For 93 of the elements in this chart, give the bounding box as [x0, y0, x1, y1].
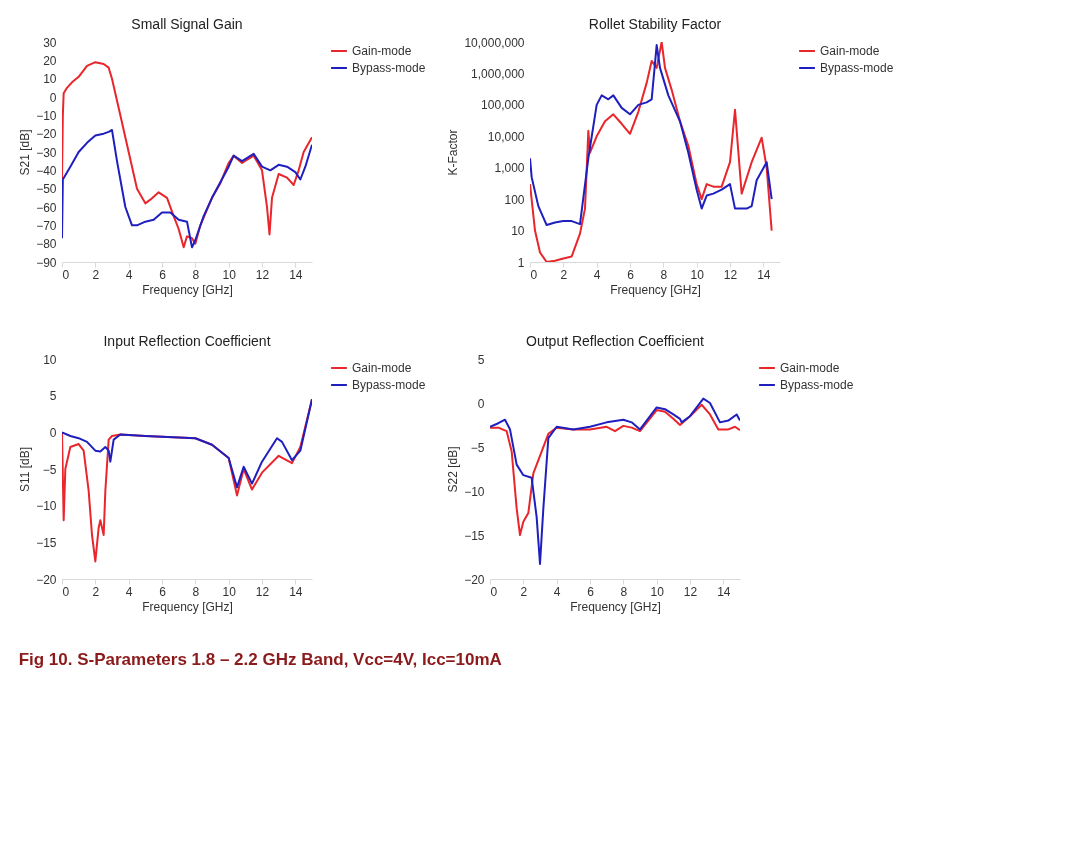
- y-tick-label: 10,000,000: [464, 35, 525, 50]
- line-series: [62, 398, 312, 489]
- y-tick-label: 1,000,000: [471, 66, 525, 81]
- line-series: [530, 42, 773, 262]
- y-tick-label: −80: [36, 237, 57, 252]
- x-tick-label: 10: [222, 584, 237, 599]
- y-axis-title: S11 [dB]: [18, 446, 33, 493]
- x-tick-label: 10: [222, 267, 237, 282]
- y-axis-title: K-Factor: [446, 129, 461, 176]
- x-tick-label: 0: [62, 584, 70, 599]
- x-tick-label: 14: [289, 267, 303, 282]
- x-tick-label: 14: [757, 267, 771, 282]
- y-tick-label: −20: [36, 572, 57, 587]
- x-tick-label: 0: [530, 267, 538, 282]
- y-tick-label: 10: [43, 352, 57, 367]
- x-tick-label: 12: [255, 267, 270, 282]
- y-tick-label: −20: [36, 127, 57, 142]
- y-tick-label: −70: [36, 218, 57, 233]
- y-tick-label: −15: [36, 535, 57, 550]
- x-tick-label: 4: [125, 584, 133, 599]
- x-tick-label: 6: [587, 584, 595, 599]
- legend-label: Bypass-mode: [820, 61, 894, 75]
- x-tick-label: 2: [92, 584, 100, 599]
- y-tick-label: 0: [477, 396, 485, 411]
- y-tick-label: 5: [477, 352, 485, 367]
- x-tick-label: 4: [125, 267, 133, 282]
- y-tick-label: −50: [36, 182, 57, 197]
- chart-title: Input Reflection Coefficient: [103, 333, 271, 349]
- y-tick-label: −20: [464, 572, 485, 587]
- y-tick-label: −10: [464, 484, 485, 499]
- x-tick-label: 6: [159, 267, 167, 282]
- legend-label: Gain-mode: [780, 361, 840, 375]
- x-tick-label: 8: [660, 267, 668, 282]
- x-tick-label: 14: [289, 584, 303, 599]
- caption: Fig 10. S-Parameters 1.8 – 2.2 GHz Band, Vcc=4V, Icc=10mA: [18, 650, 502, 669]
- y-tick-label: 100: [504, 192, 525, 207]
- line-series: [62, 61, 312, 249]
- y-tick-label: −40: [36, 163, 57, 178]
- line-series: [62, 129, 312, 249]
- legend-label: Gain-mode: [352, 361, 412, 375]
- y-tick-label: −10: [36, 499, 57, 514]
- x-axis-title: Frequency [GHz]: [570, 599, 661, 614]
- y-tick-label: 5: [49, 389, 57, 404]
- legend-label: Bypass-mode: [780, 378, 854, 392]
- legend-label: Bypass-mode: [352, 378, 426, 392]
- legend-label: Gain-mode: [352, 44, 412, 58]
- y-tick-label: −5: [42, 462, 57, 477]
- x-axis-title: Frequency [GHz]: [142, 599, 233, 614]
- line-series: [490, 397, 740, 566]
- x-tick-label: 14: [717, 584, 731, 599]
- legend-label: Bypass-mode: [352, 61, 426, 75]
- x-tick-label: 2: [520, 584, 528, 599]
- x-tick-label: 4: [553, 584, 561, 599]
- y-tick-label: 10,000: [487, 129, 525, 144]
- x-tick-label: 2: [92, 267, 100, 282]
- line-series: [530, 44, 773, 227]
- x-tick-label: 0: [62, 267, 70, 282]
- y-tick-label: 0: [49, 90, 57, 105]
- x-tick-label: 12: [723, 267, 738, 282]
- y-tick-label: 20: [43, 53, 57, 68]
- y-tick-label: 1,000: [494, 161, 525, 176]
- y-tick-label: 100,000: [481, 98, 525, 113]
- y-tick-label: 0: [49, 425, 57, 440]
- y-axis-title: S22 [dB]: [446, 446, 461, 493]
- y-tick-label: 10: [511, 224, 525, 239]
- y-tick-label: 30: [43, 35, 57, 50]
- x-tick-label: 8: [620, 584, 628, 599]
- x-tick-label: 12: [255, 584, 270, 599]
- chart-title: Rollet Stability Factor: [588, 16, 722, 32]
- x-tick-label: 4: [593, 267, 601, 282]
- x-axis-title: Frequency [GHz]: [610, 282, 701, 297]
- x-tick-label: 8: [192, 267, 200, 282]
- y-axis-title: S21 [dB]: [18, 129, 33, 176]
- x-tick-label: 8: [192, 584, 200, 599]
- y-tick-label: −10: [36, 108, 57, 123]
- x-tick-label: 6: [627, 267, 635, 282]
- y-tick-label: −30: [36, 145, 57, 160]
- chart-title: Output Reflection Coefficient: [526, 333, 705, 349]
- line-series: [490, 403, 740, 536]
- y-tick-label: 10: [43, 72, 57, 87]
- legend-label: Gain-mode: [820, 44, 880, 58]
- x-axis-title: Frequency [GHz]: [142, 282, 233, 297]
- y-tick-label: 1: [517, 255, 525, 270]
- x-tick-label: 12: [683, 584, 698, 599]
- y-tick-label: −90: [36, 255, 57, 270]
- x-tick-label: 2: [560, 267, 568, 282]
- x-tick-label: 10: [690, 267, 705, 282]
- y-tick-label: −5: [470, 440, 485, 455]
- y-tick-label: −15: [464, 528, 485, 543]
- x-tick-label: 6: [159, 584, 167, 599]
- y-tick-label: −60: [36, 200, 57, 215]
- x-tick-label: 10: [650, 584, 665, 599]
- chart-title: Small Signal Gain: [131, 16, 243, 32]
